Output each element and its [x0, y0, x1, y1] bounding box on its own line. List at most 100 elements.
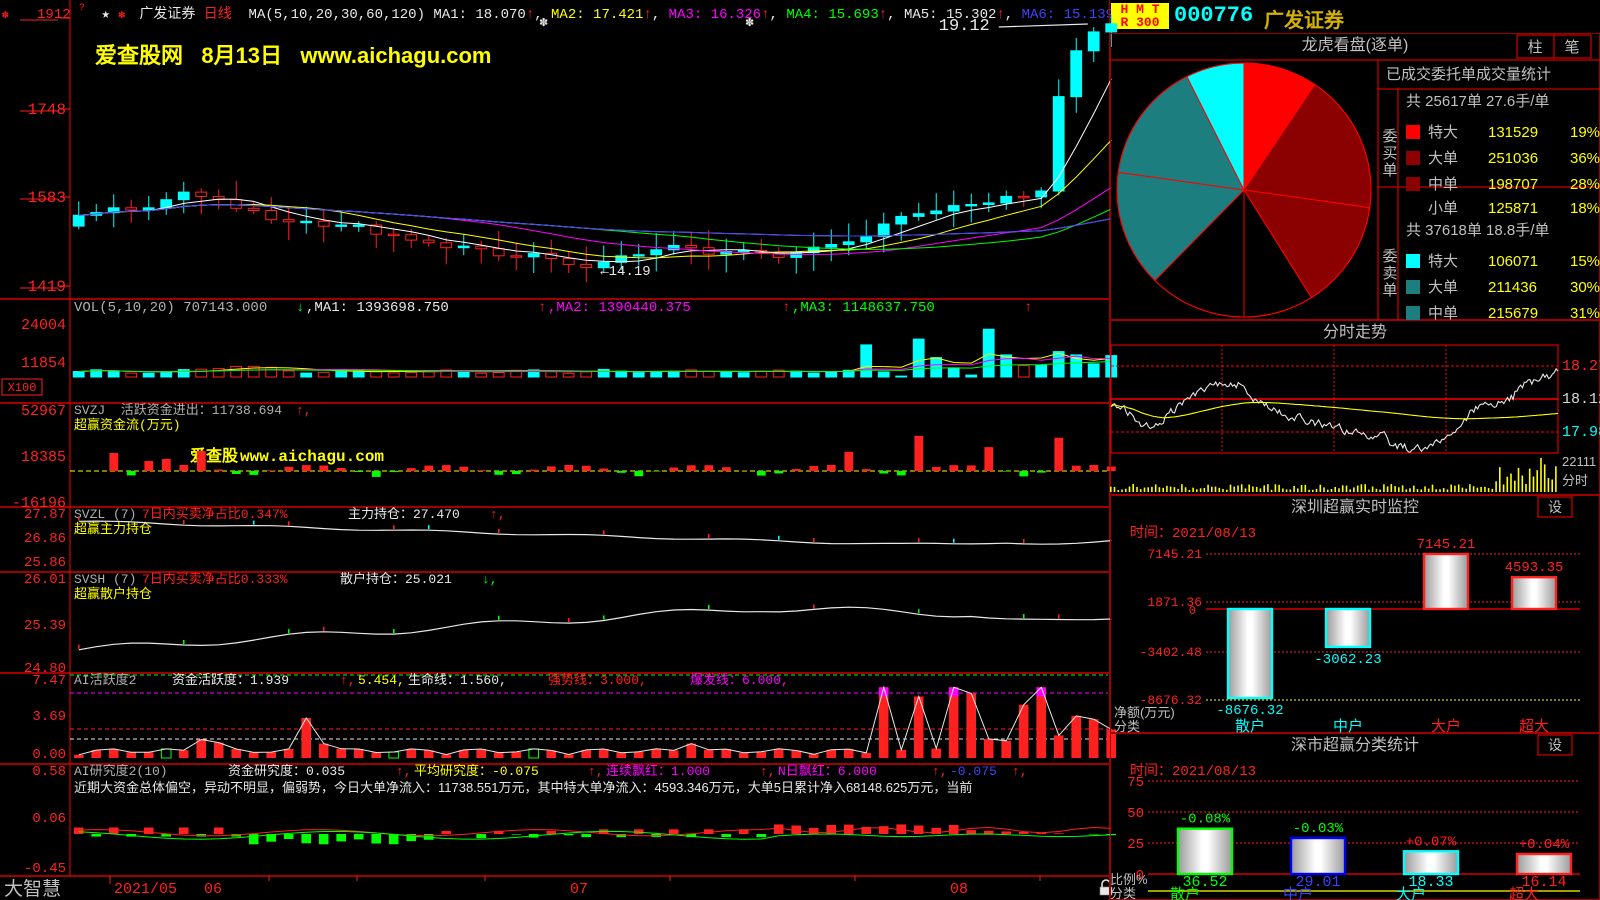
- svg-text:06: 06: [204, 881, 222, 898]
- svg-text:单: 单: [1382, 162, 1397, 179]
- svg-text:↑,: ↑,: [490, 507, 506, 522]
- svg-text:时间：2021/08/13: 时间：2021/08/13: [1130, 525, 1256, 542]
- svg-text:7日内买卖净占比0.333%: 7日内买卖净占比0.333%: [142, 572, 288, 587]
- svg-text:X100: X100: [8, 381, 37, 395]
- svg-text:27.87: 27.87: [24, 507, 66, 523]
- svg-text:106071: 106071: [1488, 253, 1538, 270]
- svg-text:,MA2: 1390440.375: ,MA2: 1390440.375: [548, 300, 691, 316]
- svg-text:125871: 125871: [1488, 200, 1538, 217]
- svg-text:大户: 大户: [1431, 718, 1461, 733]
- svg-text:-16196: -16196: [12, 495, 66, 507]
- svg-text:-0.03%: -0.03%: [1293, 821, 1344, 837]
- svg-text:75: 75: [1127, 775, 1144, 791]
- svg-text:超大: 超大: [1519, 718, 1549, 733]
- svg-text:-3062.23: -3062.23: [1314, 652, 1381, 668]
- svg-text:24.80: 24.80: [24, 661, 66, 673]
- svg-text:19%: 19%: [1570, 124, 1600, 141]
- svg-text:笔: 笔: [1564, 39, 1579, 56]
- svg-text:11854: 11854: [21, 355, 66, 372]
- svg-text:设: 设: [1548, 737, 1562, 753]
- svg-text:-8676.32: -8676.32: [1216, 703, 1283, 719]
- svg-text:卖: 卖: [1382, 265, 1397, 282]
- svg-text:超大: 超大: [1509, 886, 1539, 900]
- svg-text:SVZL (7): SVZL (7): [74, 507, 136, 522]
- svg-text:单: 单: [1382, 282, 1397, 299]
- svg-text:251036: 251036: [1488, 150, 1538, 167]
- svg-text:分类: 分类: [1110, 886, 1136, 900]
- svg-text:大单: 大单: [1428, 279, 1458, 296]
- svg-text:分时: 分时: [1562, 473, 1588, 488]
- svg-text:已成交委托单成交量统计: 已成交委托单成交量统计: [1386, 65, 1551, 83]
- svg-text:特大: 特大: [1428, 124, 1458, 141]
- svg-text:超赢资金流(万元): 超赢资金流(万元): [74, 417, 181, 433]
- svg-text:中户: 中户: [1333, 718, 1363, 733]
- svg-text:1748: 1748: [28, 101, 66, 119]
- svg-text:VOL(5,10,20) 707143.000: VOL(5,10,20) 707143.000: [74, 300, 267, 316]
- svg-text:委: 委: [1382, 128, 1397, 145]
- svg-text:215679: 215679: [1488, 305, 1538, 320]
- svg-text:18.12: 18.12: [1562, 391, 1600, 408]
- svg-text:主力持仓：27.470: 主力持仓：27.470: [348, 507, 460, 522]
- svg-text:↓: ↓: [296, 300, 304, 316]
- svg-text:共 37618单 18.8手/单: 共 37618单 18.8手/单: [1406, 222, 1549, 239]
- svg-text:5.454,: 5.454,: [358, 673, 405, 688]
- svg-text:柱: 柱: [1527, 39, 1542, 56]
- svg-text:特大: 特大: [1428, 253, 1458, 270]
- svg-text:净额(万元): 净额(万元): [1114, 705, 1175, 720]
- svg-text:共 25617单 27.6手/单: 共 25617单 27.6手/单: [1406, 93, 1549, 110]
- svg-text:26.86: 26.86: [24, 531, 66, 547]
- svg-text:0.00: 0.00: [32, 747, 66, 763]
- svg-text:30%: 30%: [1570, 279, 1600, 296]
- svg-text:18385: 18385: [21, 449, 66, 466]
- svg-text:,MA1: 1393698.750: ,MA1: 1393698.750: [306, 300, 449, 316]
- svg-text:比例%: 比例%: [1110, 872, 1148, 887]
- svg-text:7145.21: 7145.21: [1417, 537, 1476, 553]
- svg-text:↑,: ↑,: [760, 764, 776, 779]
- svg-text:AI活跃度2: AI活跃度2: [74, 673, 136, 688]
- svg-text:散户: 散户: [1235, 718, 1265, 733]
- svg-text:-0.08%: -0.08%: [1180, 812, 1231, 828]
- svg-text:08: 08: [950, 881, 968, 898]
- svg-text:0: 0: [1189, 604, 1196, 618]
- svg-text:↑,: ↑,: [1012, 764, 1028, 779]
- svg-text:生命线：1.560,: 生命线：1.560,: [408, 673, 507, 688]
- svg-text:4593.35: 4593.35: [1505, 560, 1564, 576]
- svg-text:2021/05: 2021/05: [114, 881, 177, 898]
- svg-text:52967: 52967: [21, 403, 66, 420]
- svg-text:委: 委: [1382, 248, 1397, 265]
- svg-text:211436: 211436: [1488, 279, 1537, 296]
- svg-text:分时走势: 分时走势: [1323, 323, 1387, 341]
- svg-text:↑,: ↑,: [588, 764, 604, 779]
- svg-text:131529: 131529: [1488, 124, 1538, 141]
- svg-text:↑,: ↑,: [340, 673, 356, 688]
- svg-text:设: 设: [1548, 499, 1562, 515]
- svg-text:↓,: ↓,: [482, 572, 498, 587]
- svg-text:←14.19: ←14.19: [600, 264, 650, 280]
- svg-text:中单: 中单: [1428, 305, 1458, 320]
- svg-text:龙虎看盘(逐单): 龙虎看盘(逐单): [1302, 35, 1409, 54]
- svg-text:1583: 1583: [28, 189, 66, 207]
- svg-text:-0.075: -0.075: [950, 764, 997, 779]
- svg-text:近期大资金总体偏空，异动不明显，偏弱势，今日大单净流入：11: 近期大资金总体偏空，异动不明显，偏弱势，今日大单净流入：11738.551万元，…: [74, 780, 972, 795]
- svg-text:26.01: 26.01: [24, 572, 66, 588]
- svg-text:17.98: 17.98: [1562, 424, 1600, 441]
- svg-text:7日内买卖净占比0.347%: 7日内买卖净占比0.347%: [142, 507, 288, 522]
- svg-text:强势线：3.000,: 强势线：3.000,: [548, 673, 647, 688]
- svg-text:分类: 分类: [1114, 719, 1140, 733]
- svg-text:↑,: ↑,: [932, 764, 948, 779]
- svg-text:深市超赢分类统计: 深市超赢分类统计: [1291, 736, 1419, 754]
- svg-text:7145.21: 7145.21: [1147, 547, 1202, 562]
- svg-text:资金研究度：0.035: 资金研究度：0.035: [228, 764, 345, 779]
- svg-text:18.27: 18.27: [1562, 358, 1600, 375]
- svg-text:25.86: 25.86: [24, 555, 66, 571]
- svg-text:19.12: 19.12: [939, 17, 990, 36]
- svg-text:深圳超赢实时监控: 深圳超赢实时监控: [1291, 498, 1419, 516]
- svg-text:SVSH (7): SVSH (7): [74, 572, 136, 587]
- svg-text:,MA3: 1148637.750: ,MA3: 1148637.750: [792, 300, 935, 316]
- svg-text:36%: 36%: [1570, 150, 1600, 167]
- svg-text:↑,: ↑,: [296, 403, 312, 418]
- svg-text:资金活跃度：1.939: 资金活跃度：1.939: [172, 673, 289, 688]
- svg-text:超赢散户持仓: 超赢散户持仓: [74, 586, 152, 602]
- svg-text:平均研究度：-0.075: 平均研究度：-0.075: [414, 764, 539, 779]
- svg-text:超赢主力持仓: 超赢主力持仓: [74, 521, 152, 537]
